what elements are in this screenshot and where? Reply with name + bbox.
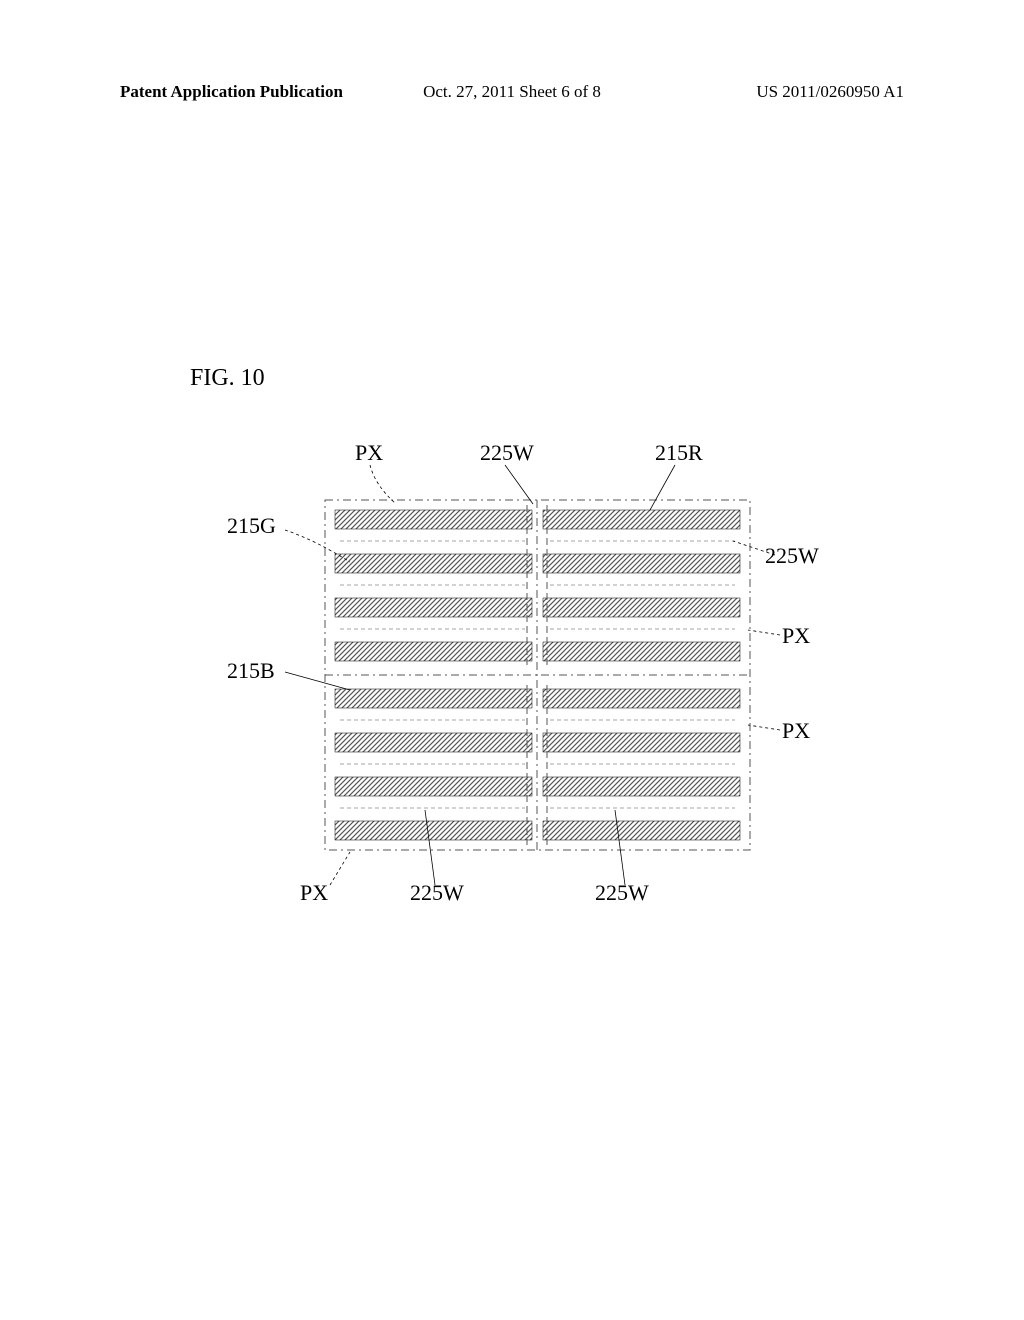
label-225w-bottom1: 225W bbox=[410, 880, 464, 906]
label-225w-right: 225W bbox=[765, 543, 819, 569]
pixel-top-left bbox=[335, 510, 532, 661]
label-px-right1: PX bbox=[782, 623, 810, 649]
diagram-svg bbox=[255, 440, 825, 915]
pixel-bottom-left bbox=[335, 689, 532, 840]
pixel-top-right bbox=[543, 510, 740, 661]
label-215r: 215R bbox=[655, 440, 703, 466]
header-right: US 2011/0260950 A1 bbox=[756, 82, 904, 102]
label-px-top: PX bbox=[355, 440, 383, 466]
header-left: Patent Application Publication bbox=[120, 82, 343, 102]
diagram-container: PX 225W 215R 215G 225W PX PX 215B PX 225… bbox=[255, 440, 825, 915]
header-center: Oct. 27, 2011 Sheet 6 of 8 bbox=[423, 82, 601, 102]
label-225w-top: 225W bbox=[480, 440, 534, 466]
label-px-right2: PX bbox=[782, 718, 810, 744]
figure-label: FIG. 10 bbox=[190, 365, 265, 392]
pixel-bottom-right bbox=[543, 689, 740, 840]
label-215g: 215G bbox=[227, 513, 276, 539]
label-215b: 215B bbox=[227, 658, 275, 684]
label-px-bottom: PX bbox=[300, 880, 328, 906]
label-225w-bottom2: 225W bbox=[595, 880, 649, 906]
